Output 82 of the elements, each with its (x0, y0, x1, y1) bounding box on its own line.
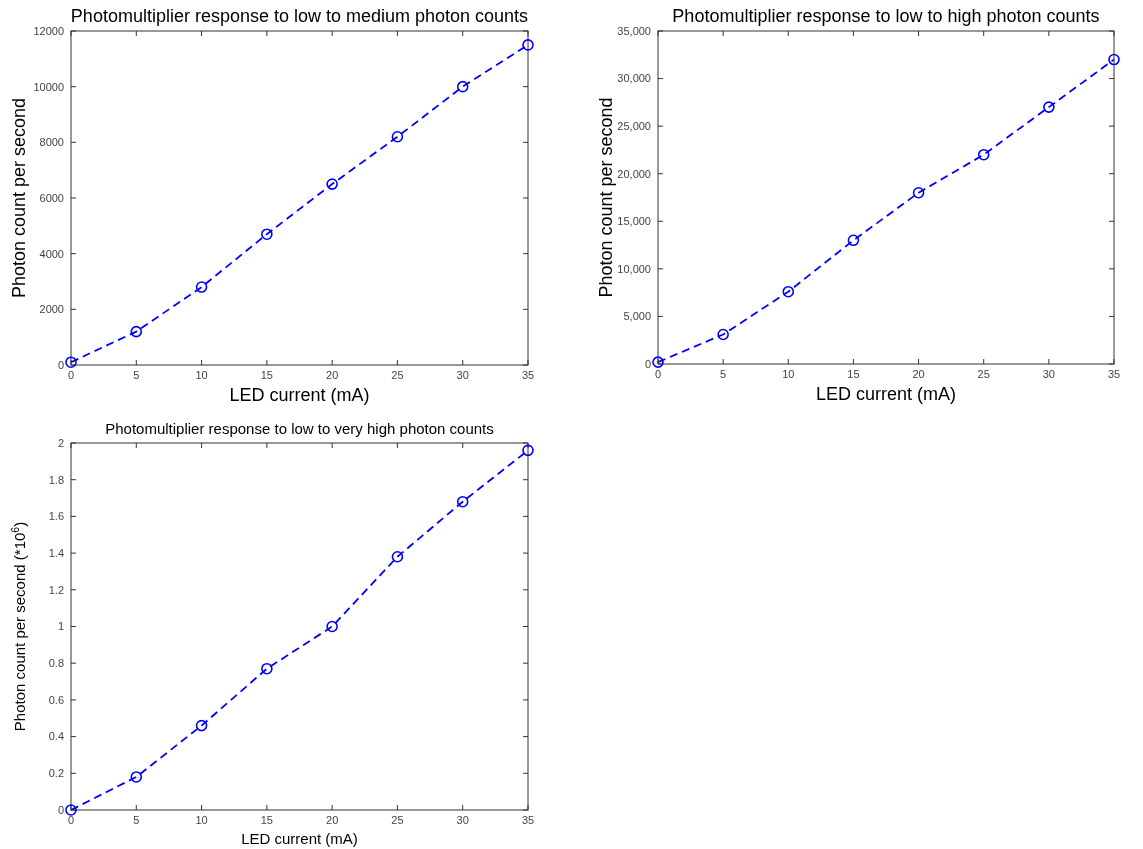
x-tick-label: 15 (847, 368, 860, 380)
x-tick-label: 35 (521, 814, 535, 826)
y-tick-label: 8000 (39, 136, 64, 149)
x-tick-label: 0 (67, 369, 75, 381)
point (326, 178, 338, 190)
x-tick-label: 10 (782, 368, 795, 380)
point (912, 186, 925, 199)
x-tick-label: 25 (391, 814, 404, 826)
y-axis-title: Photon count per second (9, 97, 29, 299)
point (195, 719, 208, 732)
x-tick-label: 20 (326, 814, 339, 826)
point (261, 228, 273, 240)
y-tick-label: 12000 (33, 24, 64, 37)
point (130, 771, 143, 783)
point (522, 444, 534, 457)
x-axis-title: LED current (mA) (241, 829, 358, 847)
y-tick-label: 0.2 (48, 767, 64, 780)
point (391, 130, 404, 143)
x-axis-title: LED current (mA) (815, 384, 957, 405)
x-tick-label: 0 (654, 368, 662, 380)
x-tick-label: 25 (977, 368, 990, 380)
point (717, 328, 729, 341)
point (522, 39, 534, 51)
point (977, 148, 990, 161)
point (1108, 53, 1120, 66)
x-tick-label: 30 (456, 814, 469, 826)
y-tick-label: 20,000 (617, 167, 651, 180)
x-tick-label: 0 (67, 814, 75, 826)
x-tick-label: 15 (260, 814, 273, 826)
y-tick-label: 25,000 (617, 119, 651, 132)
y-tick-label: 35,000 (617, 24, 651, 37)
y-tick-label: 10000 (33, 80, 64, 93)
point (65, 804, 77, 816)
y-tick-label: 2000 (39, 303, 64, 316)
point (1043, 101, 1055, 113)
x-tick-label: 5 (133, 814, 140, 826)
y-axis-title: Photon count per second (596, 97, 616, 298)
point (456, 495, 469, 508)
y-tick-label: 1 (57, 620, 64, 633)
x-tick-label: 20 (912, 368, 925, 380)
y-tick-label: 5,000 (623, 310, 651, 323)
chart-title: Photomultiplier response to low to very high photon counts (105, 420, 494, 437)
point (261, 662, 273, 675)
x-tick-label: 10 (195, 814, 208, 826)
x-axis-title: LED current (mA) (229, 385, 370, 406)
x-tick-label: 15 (260, 369, 273, 381)
y-tick-label: 0 (644, 357, 651, 370)
x-tick-label: 10 (195, 369, 208, 381)
x-tick-label: 35 (521, 369, 535, 381)
point (195, 281, 208, 293)
x-tick-label: 20 (326, 369, 339, 381)
point (456, 80, 469, 93)
point (847, 234, 860, 247)
x-tick-label: 35 (1107, 368, 1121, 380)
y-tick-label: 0 (57, 358, 64, 371)
y-tick-label: 0.8 (48, 657, 64, 670)
x-tick-label: 25 (391, 369, 404, 381)
point (391, 550, 404, 563)
y-tick-label: 0.6 (48, 693, 64, 706)
x-tick-label: 5 (133, 369, 140, 381)
point (65, 356, 77, 369)
point (326, 620, 338, 633)
y-tick-label: 6000 (39, 191, 64, 204)
y-tick-label: 0 (57, 803, 64, 816)
point (130, 325, 143, 338)
y-tick-label: 1.8 (48, 473, 64, 486)
point (652, 356, 664, 368)
y-tick-label: 2 (57, 436, 64, 449)
point (782, 285, 795, 298)
y-tick-label: 30,000 (617, 72, 651, 85)
chart-title: Photomultiplier response to low to high photon counts (672, 6, 1100, 26)
chart-title: Photomultiplier response to low to medium photon counts (70, 6, 529, 26)
y-tick-label: 1.6 (48, 510, 64, 523)
y-tick-label: 10,000 (617, 262, 651, 275)
x-tick-label: 5 (720, 368, 727, 380)
x-tick-label: 30 (456, 369, 469, 381)
y-tick-label: 4000 (39, 247, 64, 260)
y-tick-label: 1.4 (48, 546, 64, 559)
y-tick-label: 15,000 (617, 215, 651, 228)
x-tick-label: 30 (1042, 368, 1055, 380)
y-tick-label: 0.4 (48, 730, 64, 743)
y-tick-label: 1.2 (48, 583, 64, 596)
